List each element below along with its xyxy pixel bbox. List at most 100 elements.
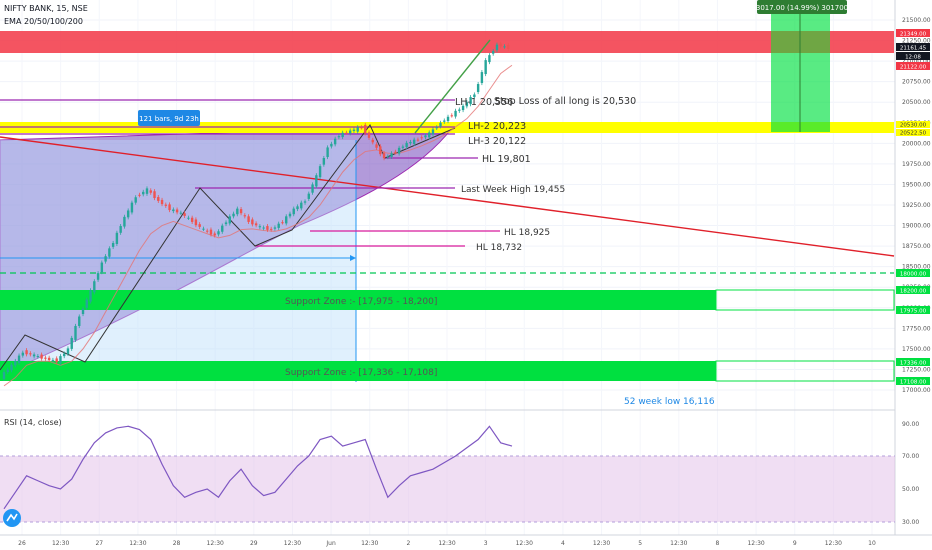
time-tick-label: 12:30 — [825, 540, 842, 547]
candle-body — [458, 109, 461, 111]
candle-body — [254, 223, 258, 226]
candle-body — [119, 226, 122, 233]
candle-body — [194, 219, 198, 226]
price-axis[interactable] — [895, 0, 932, 535]
candle-body — [172, 209, 175, 212]
candle-body — [187, 217, 190, 219]
rsi-tick-50: 50.00 — [902, 486, 919, 493]
candle-body — [273, 227, 277, 229]
candle-body — [221, 225, 224, 232]
candle-body — [266, 226, 269, 230]
candle-body — [145, 188, 149, 194]
candle-body — [390, 153, 393, 157]
candle-body — [6, 369, 9, 373]
candle-body — [96, 273, 100, 280]
candle-body — [175, 209, 179, 213]
candle-body — [63, 353, 66, 357]
candle-body — [424, 135, 427, 138]
time-tick-label: 9 — [793, 540, 797, 547]
candle-body — [446, 116, 450, 122]
candle-body — [66, 348, 70, 354]
resistance-zone — [0, 31, 894, 53]
time-tick-label: 8 — [716, 540, 720, 547]
time-axis[interactable]: 26 12:30 27 12:30 28 12:30 29 12:30 Jun 12:30 2 12:… — [18, 540, 876, 547]
candle-body — [89, 290, 92, 302]
candle-body — [416, 139, 420, 141]
rsi-band — [0, 456, 895, 522]
candle-body — [36, 356, 40, 358]
badge-17336: 17336.00 — [900, 361, 927, 367]
candle-body — [258, 226, 262, 228]
candle-body — [300, 202, 303, 209]
candle-body — [236, 208, 239, 215]
candle-body — [465, 102, 469, 107]
candle-body — [281, 222, 284, 224]
candle-body — [484, 60, 487, 75]
time-tick-label: 12:30 — [52, 540, 69, 547]
candle-body — [85, 299, 88, 308]
candle-body — [292, 208, 295, 215]
candle-body — [495, 44, 499, 51]
support-zone-1 — [0, 290, 716, 310]
rsi-tick-30: 30.00 — [902, 519, 919, 526]
price-tick-label: 20500.00 — [902, 99, 931, 106]
candle-body — [130, 202, 134, 213]
label-stop-loss: Stop Loss of all long is 20,530 — [494, 96, 636, 107]
candle-body — [269, 228, 273, 230]
badge-17975: 17975.00 — [900, 309, 927, 315]
time-tick-label: 2 — [406, 540, 410, 547]
candle-body — [348, 130, 352, 134]
ema-legend: EMA 20/50/100/200 — [4, 17, 83, 26]
label-hl-19801: HL 19,801 — [482, 154, 531, 165]
label-hl-18732: HL 18,732 — [476, 243, 522, 253]
candle-body — [179, 212, 183, 214]
badge-time: 12:08 — [905, 55, 921, 61]
price-tick-label: 17250.00 — [902, 366, 931, 373]
candle-body — [149, 190, 152, 193]
candle-body — [213, 233, 216, 236]
candle-body — [224, 222, 228, 225]
label-lh1: LH-1 20,556 — [455, 97, 513, 108]
date-range-arrow-head — [350, 255, 356, 261]
candle-body — [333, 138, 337, 145]
time-tick-label: 28 — [173, 540, 181, 547]
price-badges: 21349.00 21161.45 12:08 21122.00 20530.0… — [896, 29, 930, 386]
candle-body — [108, 248, 111, 257]
candle-body — [115, 232, 119, 244]
candle-body — [386, 156, 390, 158]
candle-body — [168, 204, 171, 211]
time-tick-label: 12:30 — [361, 540, 378, 547]
candle-body — [401, 146, 405, 148]
candle-body — [473, 94, 476, 98]
candle-body — [40, 354, 43, 359]
time-tick-label: 26 — [18, 540, 26, 547]
candle-body — [285, 216, 288, 224]
candle-body — [311, 184, 314, 193]
candles — [2, 41, 510, 381]
candle-body — [420, 137, 423, 139]
candle-body — [111, 242, 115, 247]
tradingview-logo-icon — [3, 509, 21, 527]
candle-body — [206, 230, 209, 232]
candle-body — [461, 105, 465, 111]
time-tick-label: 10 — [868, 540, 876, 547]
time-tick-label: 12:30 — [670, 540, 687, 547]
time-tick-label: 12:30 — [207, 540, 224, 547]
candle-body — [450, 115, 453, 117]
bars-box-label: 121 bars, 9d 23h — [139, 115, 199, 123]
candle-body — [379, 146, 382, 155]
candle-body — [318, 166, 322, 178]
candle-body — [134, 197, 137, 203]
badge-18000: 18000.00 — [900, 272, 927, 278]
candle-body — [138, 194, 141, 196]
candle-body — [51, 359, 55, 361]
time-tick-label: 12:30 — [516, 540, 533, 547]
candle-body — [142, 191, 145, 195]
candle-body — [439, 122, 442, 127]
candle-body — [21, 352, 25, 356]
candle-body — [17, 355, 21, 363]
price-tick-label: 19750.00 — [902, 161, 931, 168]
candle-body — [232, 213, 235, 217]
time-tick-label: 3 — [484, 540, 488, 547]
